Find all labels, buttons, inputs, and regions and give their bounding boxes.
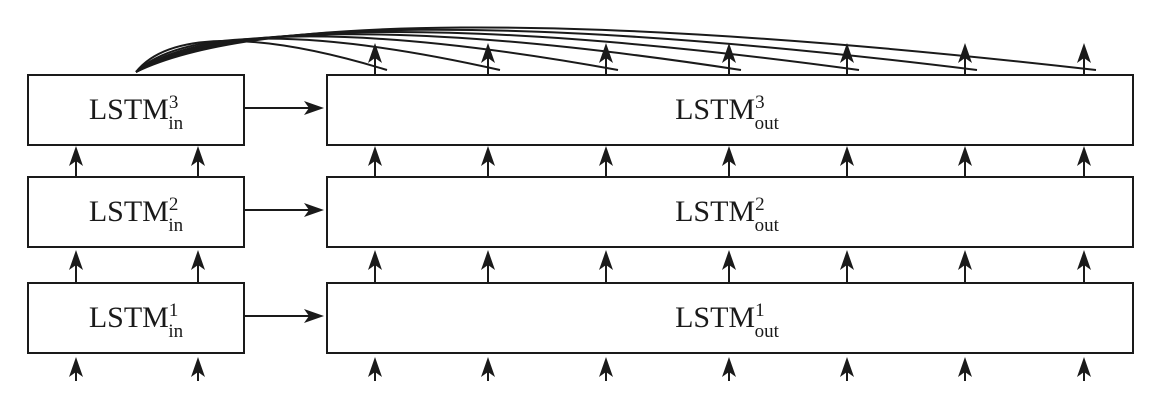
output-arrow-bottom-5-head [840,357,854,377]
state-arrow-layer-3 [244,101,324,115]
input-arrow-l2-l3-1-head [69,146,83,166]
output-arrow-l2-l3-2 [481,146,495,177]
output-arrow-top-7-head [1077,43,1091,63]
input-lstm-label-3: LSTM3 in [89,92,184,134]
state-arrow-layer-3-head [304,101,324,115]
output-arrow-top-6-head [958,43,972,63]
output-arrow-bottom-2 [481,357,495,381]
output-arrow-l1-l2-3-head [599,250,613,270]
input-lstm-box-3 [27,74,245,146]
output-arrow-bottom-3-head [599,357,613,377]
output-lstm-label-2: LSTM2 out [675,194,780,236]
output-arrow-l2-l3-4-head [722,146,736,166]
output-arrow-bottom-1 [368,357,382,381]
input-arrow-bottom-2-head [191,357,205,377]
output-arrow-l1-l2-4-head [722,250,736,270]
state-arrow-layer-1 [244,309,324,323]
input-lstm-label-2: LSTM2 in [89,194,184,236]
output-arrow-l2-l3-7 [1077,146,1091,177]
input-lstm-layer-2: LSTM2 in [27,176,245,248]
output-arrow-l1-l2-7-head [1077,250,1091,270]
output-lstm-box-1 [326,282,1134,354]
output-arrow-bottom-1-head [368,357,382,377]
input-lstm-box-1 [27,282,245,354]
input-lstm-label-1: LSTM1 in [89,300,184,342]
output-arrow-bottom-6 [958,357,972,381]
output-arrow-l2-l3-7-head [1077,146,1091,166]
attention-curve-3 [135,35,619,73]
input-lstm-box-2 [27,176,245,248]
input-arrow-l1-l2-1 [69,250,83,283]
output-arrow-top-7 [1077,43,1091,75]
output-arrow-top-2-head [481,43,495,63]
state-arrow-layer-2 [244,203,324,217]
input-arrow-l2-l3-2 [191,146,205,177]
output-arrow-l2-l3-1-head [368,146,382,166]
output-arrow-top-6 [958,43,972,75]
input-arrow-l2-l3-2-head [191,146,205,166]
output-arrow-top-1 [368,43,382,75]
output-arrow-l2-l3-4 [722,146,736,177]
output-arrow-bottom-6-head [958,357,972,377]
output-arrow-bottom-2-head [481,357,495,377]
input-lstm-layer-1: LSTM1 in [27,282,245,354]
arrows [69,43,1091,381]
output-arrow-bottom-5 [840,357,854,381]
output-arrow-top-4 [722,43,736,75]
output-arrow-l1-l2-6 [958,250,972,283]
output-arrow-l1-l2-1-head [368,250,382,270]
output-arrow-top-5-head [840,43,854,63]
output-arrow-bottom-3 [599,357,613,381]
output-lstm-label-1: LSTM1 out [675,300,780,342]
state-arrow-layer-1-head [304,309,324,323]
output-arrow-l2-l3-3 [599,146,613,177]
output-arrow-l1-l2-5 [840,250,854,283]
output-arrow-l2-l3-5 [840,146,854,177]
output-arrow-l2-l3-2-head [481,146,495,166]
input-arrow-l1-l2-2-head [191,250,205,270]
output-arrow-bottom-4 [722,357,736,381]
state-arrow-layer-2-head [304,203,324,217]
attention-curves [135,26,1097,73]
output-arrow-l2-l3-6-head [958,146,972,166]
output-lstm-layer-3: LSTM3 out [326,74,1134,146]
output-lstm-layer-2: LSTM2 out [326,176,1134,248]
output-arrow-l2-l3-6 [958,146,972,177]
output-arrow-l1-l2-3 [599,250,613,283]
attention-curve-7 [135,26,1097,73]
output-arrow-l1-l2-5-head [840,250,854,270]
output-arrow-top-4-head [722,43,736,63]
output-lstm-box-2 [326,176,1134,248]
input-lstm-layer-3: LSTM3 in [27,74,245,146]
output-arrow-l2-l3-3-head [599,146,613,166]
input-arrow-l1-l2-2 [191,250,205,283]
output-arrow-l2-l3-5-head [840,146,854,166]
output-arrow-l1-l2-4 [722,250,736,283]
output-lstm-label-3: LSTM3 out [675,92,780,134]
output-lstm-box-3 [326,74,1134,146]
output-arrow-l2-l3-1 [368,146,382,177]
output-arrow-top-1-head [368,43,382,63]
output-arrow-top-3 [599,43,613,75]
output-arrow-top-3-head [599,43,613,63]
output-arrow-bottom-7-head [1077,357,1091,377]
input-arrow-l1-l2-1-head [69,250,83,270]
input-arrow-bottom-2 [191,357,205,381]
output-arrow-l1-l2-1 [368,250,382,283]
input-arrow-l2-l3-1 [69,146,83,177]
output-lstm-layer-1: LSTM1 out [326,282,1134,354]
input-arrow-bottom-1-head [69,357,83,377]
output-arrow-l1-l2-2-head [481,250,495,270]
attention-curve-6 [135,28,978,73]
output-arrow-l1-l2-6-head [958,250,972,270]
input-arrow-bottom-1 [69,357,83,381]
output-arrow-l1-l2-7 [1077,250,1091,283]
output-arrow-top-5 [840,43,854,75]
output-arrow-bottom-7 [1077,357,1091,381]
output-arrow-l1-l2-2 [481,250,495,283]
output-arrow-top-2 [481,43,495,75]
output-arrow-bottom-4-head [722,357,736,377]
